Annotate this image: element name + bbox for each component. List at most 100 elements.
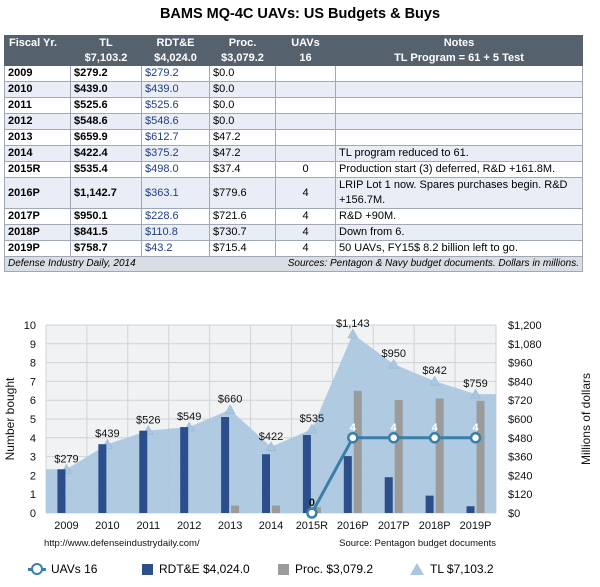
header-tl-total: $7,103.2 bbox=[70, 50, 142, 66]
y-tick-label: 8 bbox=[30, 358, 36, 370]
footer-credit: Defense Industry Daily, 2014 bbox=[8, 258, 136, 269]
row-rdte: $363.1 bbox=[141, 177, 210, 209]
y2-tick-label: $240 bbox=[508, 470, 532, 482]
x-tick-label: 2015R bbox=[296, 520, 328, 532]
row-rdte: $228.6 bbox=[141, 208, 210, 225]
tl-data-label: $842 bbox=[422, 365, 446, 377]
y-axis-title: Number bought bbox=[3, 377, 17, 460]
table-body: 2009 $279.2 $279.2 $0.0 2010 $439.0 $439.0 $0.0… bbox=[4, 65, 583, 257]
legend-label-uavs: UAVs 16 bbox=[51, 562, 98, 576]
x-tick-label: 2019P bbox=[460, 520, 492, 532]
uav-point bbox=[469, 432, 482, 444]
row-proc: $779.6 bbox=[209, 177, 276, 209]
header-uavs-total: 16 bbox=[275, 50, 336, 66]
row-rdte: $375.2 bbox=[141, 145, 210, 162]
legend-label-tl: TL $7,103.2 bbox=[430, 562, 494, 576]
row-notes: LRIP Lot 1 now. Spares purchases begin. … bbox=[335, 177, 583, 209]
header-fiscal-year: Fiscal Yr. bbox=[4, 35, 71, 51]
uav-data-label: 0 bbox=[309, 497, 315, 509]
row-notes bbox=[335, 81, 583, 98]
row-notes: 50 UAVs, FY15$ 8.2 billion left to go. bbox=[335, 240, 583, 257]
tl-data-label: $439 bbox=[95, 428, 119, 440]
legend-label-rdte: RDT&E $4,024.0 bbox=[159, 562, 250, 576]
y-tick-label: 6 bbox=[30, 395, 36, 407]
y2-tick-label: $1,080 bbox=[508, 339, 542, 351]
tl-point bbox=[265, 441, 277, 452]
rdte-bar bbox=[98, 444, 107, 513]
row-uavs bbox=[275, 113, 336, 130]
x-tick-label: 2010 bbox=[95, 520, 119, 532]
y2-axis-title: Millions of dollars bbox=[579, 373, 593, 465]
legend-item-rdte: RDT&E $4,024.0 bbox=[142, 562, 250, 576]
rdte-bar bbox=[262, 454, 270, 513]
tl-data-label: $422 bbox=[259, 431, 283, 443]
y-tick-label: 7 bbox=[30, 376, 36, 388]
row-uavs bbox=[275, 97, 336, 114]
uav-point bbox=[428, 432, 441, 444]
row-rdte: $525.6 bbox=[141, 97, 210, 114]
row-proc: $721.6 bbox=[209, 208, 276, 225]
row-tl: $659.9 bbox=[70, 129, 142, 146]
legend-item-uavs: UAVs 16 bbox=[28, 562, 97, 576]
row-rdte: $110.8 bbox=[141, 224, 210, 241]
proc-bar bbox=[231, 505, 240, 513]
y-tick-label: 5 bbox=[30, 414, 36, 426]
table-row: 2015R $535.4 $498.0 $37.4 0 Production start … bbox=[4, 161, 583, 178]
tl-data-label: $950 bbox=[381, 348, 405, 360]
y2-tick-label: $0 bbox=[508, 508, 520, 520]
proc-bar bbox=[394, 399, 403, 513]
y2-tick-label: $1,200 bbox=[508, 320, 542, 332]
row-tl: $950.1 bbox=[70, 208, 142, 225]
rdte-bar bbox=[139, 430, 148, 513]
row-fiscal-year: 2017P bbox=[4, 208, 71, 225]
x-tick-label: 2011 bbox=[136, 520, 160, 532]
tl-data-label: $660 bbox=[218, 394, 242, 406]
row-fiscal-year: 2018P bbox=[4, 224, 71, 241]
y-tick-label: 2 bbox=[30, 470, 36, 482]
x-tick-label: 2009 bbox=[54, 520, 78, 532]
rdte-swatch-icon bbox=[142, 563, 153, 575]
row-fiscal-year: 2009 bbox=[4, 65, 71, 82]
rdte-bar bbox=[221, 417, 230, 513]
x-tick-label: 2018P bbox=[419, 520, 451, 532]
x-tick-label: 2013 bbox=[218, 520, 242, 532]
row-proc: $37.4 bbox=[209, 161, 276, 178]
y2-tick-label: $120 bbox=[508, 489, 532, 501]
legend-item-proc: Proc. $3,079.2 bbox=[278, 562, 373, 576]
x-tick-label: 2014 bbox=[259, 520, 283, 532]
y-tick-label: 3 bbox=[30, 452, 36, 464]
chart-note-url: http://www.defenseindustrydaily.com/ bbox=[44, 538, 200, 549]
x-tick-label: 2017P bbox=[378, 520, 410, 532]
table-row: 2011 $525.6 $525.6 $0.0 bbox=[4, 97, 583, 114]
x-tick-label: 2012 bbox=[177, 520, 201, 532]
x-tick-label: 2016P bbox=[337, 520, 369, 532]
legend-label-proc: Proc. $3,079.2 bbox=[295, 562, 374, 576]
rdte-bar bbox=[302, 434, 311, 513]
row-uavs: 4 bbox=[275, 224, 336, 241]
uav-marker-icon bbox=[28, 563, 46, 575]
row-rdte: $612.7 bbox=[141, 129, 210, 146]
row-uavs bbox=[275, 81, 336, 98]
row-tl: $535.4 bbox=[70, 161, 142, 178]
header-tl: TL bbox=[70, 35, 142, 51]
chart-legend: UAVs 16 RDT&E $4,024.0 Proc. $3,079.2 TL… bbox=[0, 560, 600, 582]
tl-data-label: $1,143 bbox=[336, 318, 370, 330]
row-fiscal-year: 2011 bbox=[4, 97, 71, 114]
table-row: 2009 $279.2 $279.2 $0.0 bbox=[4, 65, 583, 82]
row-tl: $279.2 bbox=[70, 65, 142, 82]
proc-bar bbox=[272, 505, 280, 513]
header-rdte: RDT&E bbox=[141, 35, 210, 51]
row-rdte: $498.0 bbox=[141, 161, 210, 178]
y-tick-label: 4 bbox=[30, 433, 36, 445]
row-fiscal-year: 2010 bbox=[4, 81, 71, 98]
tl-point bbox=[470, 388, 481, 399]
row-uavs: 0 bbox=[275, 161, 336, 178]
tl-data-label: $759 bbox=[463, 378, 487, 390]
row-fiscal-year: 2016P bbox=[4, 177, 71, 209]
proc-bar bbox=[312, 507, 321, 513]
row-notes bbox=[335, 129, 583, 146]
tl-point bbox=[388, 358, 400, 369]
legend-item-tl: TL $7,103.2 bbox=[410, 562, 494, 576]
table-row: 2010 $439.0 $439.0 $0.0 bbox=[4, 81, 583, 98]
row-proc: $47.2 bbox=[209, 145, 276, 162]
